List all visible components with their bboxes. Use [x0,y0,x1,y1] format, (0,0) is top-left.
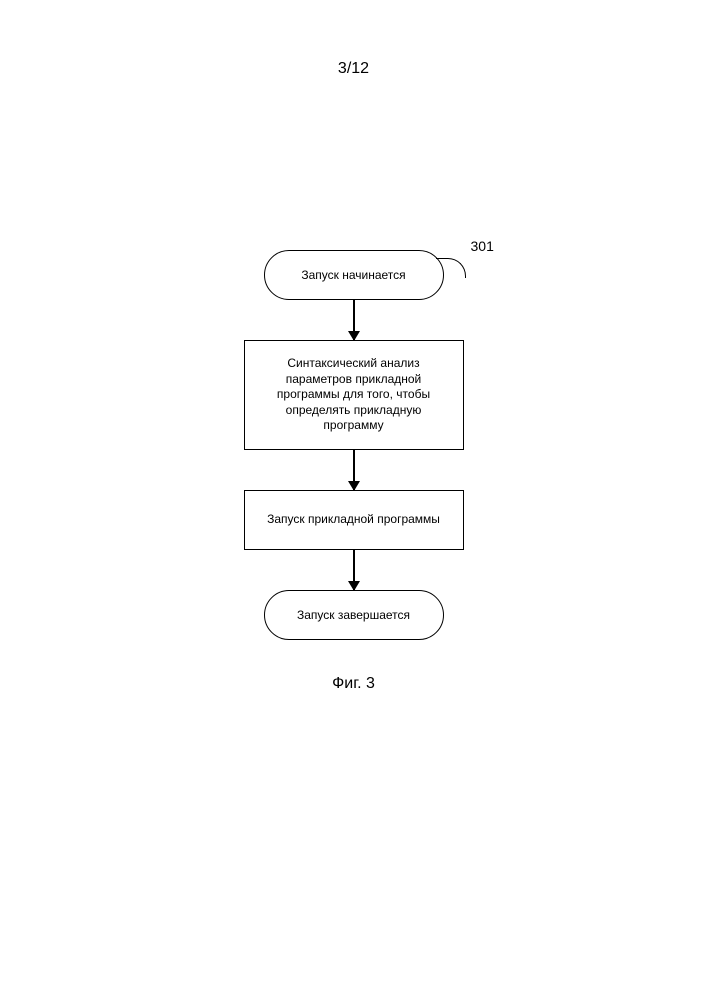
launch-label: Запуск прикладной программы [267,512,440,528]
ref-connector-301 [436,258,466,278]
figure-caption: Фиг. 3 [214,675,494,693]
arrow-1 [353,300,355,340]
parse-process: Синтаксический анализ параметров приклад… [244,340,464,450]
flowchart-diagram: Запуск начинается 301 Синтаксический ана… [214,250,494,693]
parse-label: Синтаксический анализ параметров приклад… [255,356,453,434]
arrow-3 [353,550,355,590]
ref-label-301: 301 [471,238,494,254]
arrow-2 [353,450,355,490]
start-node-wrapper: Запуск начинается 301 [214,250,494,300]
end-label: Запуск завершается [297,608,410,622]
end-terminator: Запуск завершается [264,590,444,640]
launch-process: Запуск прикладной программы [244,490,464,550]
page-number: 3/12 [338,60,369,78]
start-terminator: Запуск начинается [264,250,444,300]
start-label: Запуск начинается [301,268,405,282]
